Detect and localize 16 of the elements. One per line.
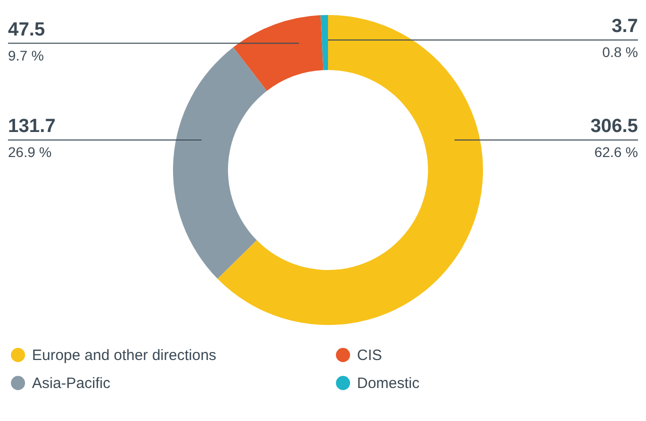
legend-label: CIS	[357, 347, 382, 364]
text: 26.9 %	[8, 144, 52, 160]
donut-slice	[233, 15, 324, 91]
data-label: 3.7	[612, 16, 638, 37]
legend-label: Domestic	[357, 375, 420, 392]
data-label: 306.5	[590, 116, 638, 137]
donut-slice	[173, 47, 267, 279]
data-label: 131.7	[8, 116, 56, 137]
data-label: 47.5	[8, 19, 46, 40]
text: 0.8 %	[602, 44, 638, 60]
legend-label: Europe and other directions	[32, 347, 216, 364]
text: 9.7 %	[8, 47, 44, 64]
donut-slice	[218, 15, 483, 325]
text: 62.6 %	[594, 144, 638, 160]
donut-slice	[320, 15, 328, 70]
legend-label: Asia-Pacific	[32, 375, 111, 392]
